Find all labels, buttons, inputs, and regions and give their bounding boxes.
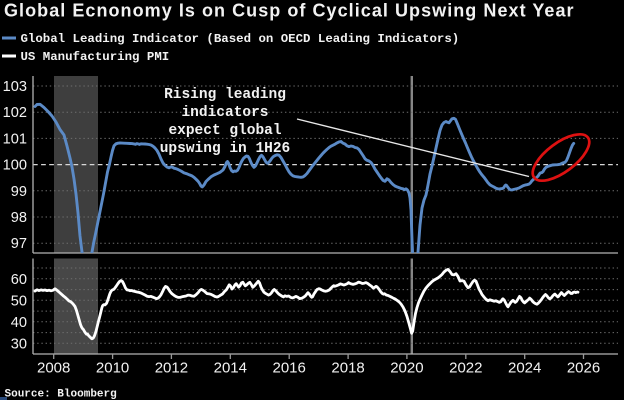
- svg-text:Global Leading Indicator (Base: Global Leading Indicator (Based on OECD …: [21, 32, 460, 46]
- svg-text:US Manufacturing PMI: US Manufacturing PMI: [21, 50, 170, 64]
- svg-text:2022: 2022: [449, 360, 482, 377]
- svg-text:2016: 2016: [273, 360, 306, 377]
- svg-text:100: 100: [3, 158, 27, 174]
- svg-text:103: 103: [3, 79, 27, 95]
- svg-text:2010: 2010: [96, 360, 129, 377]
- svg-text:2024: 2024: [508, 360, 541, 377]
- svg-text:50: 50: [11, 293, 27, 309]
- svg-text:2014: 2014: [214, 360, 247, 377]
- svg-text:Rising leading: Rising leading: [164, 87, 286, 103]
- svg-text:40: 40: [11, 315, 27, 331]
- svg-text:101: 101: [3, 131, 27, 147]
- svg-text:2026: 2026: [567, 360, 600, 377]
- svg-text:102: 102: [3, 105, 27, 121]
- svg-text:97: 97: [11, 236, 27, 252]
- svg-text:indicators: indicators: [181, 105, 268, 121]
- svg-text:98: 98: [11, 210, 27, 226]
- svg-text:2008: 2008: [37, 360, 70, 377]
- svg-text:2018: 2018: [331, 360, 364, 377]
- svg-text:Source: Bloomberg: Source: Bloomberg: [5, 389, 117, 400]
- svg-text:expect global: expect global: [168, 123, 281, 139]
- svg-text:99: 99: [11, 184, 27, 200]
- svg-text:30: 30: [11, 336, 27, 352]
- svg-text:2012: 2012: [155, 360, 188, 377]
- svg-text:upswing in 1H26: upswing in 1H26: [160, 141, 291, 157]
- svg-text:60: 60: [11, 272, 27, 288]
- svg-text:2020: 2020: [390, 360, 423, 377]
- svg-text:Global Ecnonomy Is on Cusp of: Global Ecnonomy Is on Cusp of Cyclical U…: [4, 1, 575, 21]
